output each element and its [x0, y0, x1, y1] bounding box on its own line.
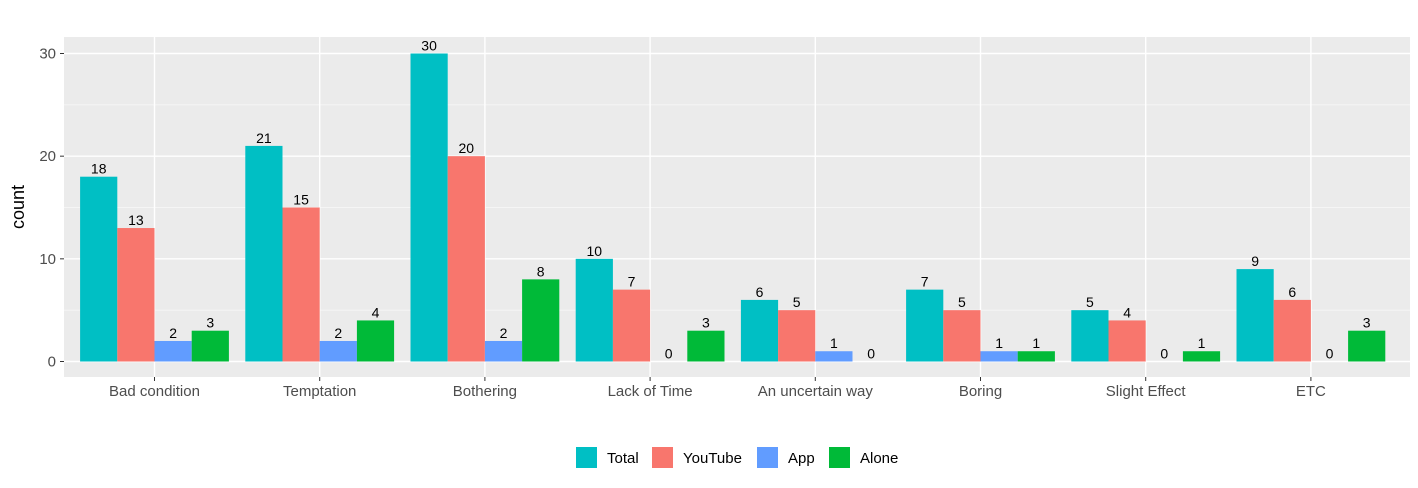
- data-label: 3: [702, 315, 710, 331]
- bar-youtube-1: [117, 228, 155, 362]
- legend-key-total: [576, 447, 597, 468]
- bar-alone-8: [1348, 330, 1386, 362]
- data-label: 0: [867, 346, 875, 362]
- bar-youtube-5: [778, 310, 816, 362]
- legend-label-alone: Alone: [860, 450, 898, 467]
- x-tick-label: Temptation: [283, 383, 356, 400]
- data-label: 4: [1123, 304, 1131, 320]
- bar-alone-1: [191, 330, 229, 362]
- bar-youtube-8: [1273, 299, 1311, 362]
- bar-youtube-3: [447, 156, 485, 362]
- legend: Total YouTube App Alone: [576, 447, 898, 468]
- data-label: 7: [628, 274, 636, 290]
- legend-key-alone: [829, 447, 850, 468]
- x-tick-label: Bad condition: [109, 383, 200, 400]
- bar-total-5: [740, 299, 779, 362]
- x-tick-label: An uncertain way: [758, 383, 874, 400]
- y-tick-label: 30: [39, 46, 56, 63]
- bar-youtube-4: [612, 289, 651, 362]
- bar-app-3: [484, 340, 523, 362]
- data-label: 8: [537, 263, 545, 279]
- data-label: 5: [958, 294, 966, 310]
- data-label: 2: [334, 325, 342, 341]
- x-tick-label: Bothering: [453, 383, 517, 400]
- bar-youtube-2: [282, 207, 320, 362]
- x-tick-label: ETC: [1296, 383, 1326, 400]
- y-axis-title: count: [8, 185, 28, 229]
- data-label: 1: [830, 335, 838, 351]
- bar-total-4: [575, 258, 613, 362]
- data-label: 5: [793, 294, 801, 310]
- data-label: 4: [372, 304, 380, 320]
- data-label: 1: [1032, 335, 1040, 351]
- bar-total-2: [245, 145, 283, 362]
- data-label: 3: [1363, 315, 1371, 331]
- legend-label-total: Total: [607, 450, 639, 467]
- data-label: 30: [421, 38, 437, 54]
- bar-total-7: [1071, 310, 1109, 362]
- x-tick-label: Boring: [959, 383, 1002, 400]
- data-label: 3: [206, 315, 214, 331]
- data-label: 13: [128, 212, 144, 228]
- y-tick-label: 10: [39, 251, 56, 268]
- legend-label-youtube: YouTube: [683, 450, 742, 467]
- data-label: 15: [293, 192, 309, 208]
- bar-youtube-7: [1108, 320, 1146, 362]
- bars: [80, 53, 1386, 362]
- data-label: 2: [500, 325, 508, 341]
- data-label: 1: [995, 335, 1003, 351]
- bar-app-5: [815, 351, 853, 362]
- data-label: 7: [921, 274, 929, 290]
- data-label: 1: [1198, 335, 1206, 351]
- data-label: 2: [169, 325, 177, 341]
- data-label: 6: [756, 284, 764, 300]
- data-label: 0: [1160, 346, 1168, 362]
- bar-alone-6: [1017, 351, 1055, 362]
- bar-alone-7: [1182, 351, 1221, 362]
- data-label: 21: [256, 130, 272, 146]
- x-axis: Bad condition Temptation Bothering Lack of …: [109, 377, 1326, 400]
- bar-alone-3: [522, 279, 560, 362]
- bar-app-1: [154, 340, 192, 362]
- data-label: 0: [665, 346, 673, 362]
- legend-key-app: [757, 447, 778, 468]
- data-label: 10: [587, 243, 603, 259]
- data-label: 6: [1288, 284, 1296, 300]
- bar-total-8: [1236, 269, 1274, 362]
- data-label: 0: [1326, 346, 1334, 362]
- legend-label-app: App: [788, 450, 815, 467]
- x-tick-label: Lack of Time: [608, 383, 693, 400]
- bar-total-3: [410, 53, 448, 362]
- y-axis: 0 10 20 30: [39, 46, 64, 371]
- bar-app-2: [319, 340, 357, 362]
- data-label: 18: [91, 161, 107, 177]
- bar-app-6: [980, 351, 1018, 362]
- bar-alone-4: [687, 330, 725, 362]
- y-tick-label: 0: [48, 354, 56, 371]
- x-tick-label: Slight Effect: [1106, 383, 1187, 400]
- bar-youtube-6: [943, 310, 981, 362]
- bar-alone-2: [356, 320, 395, 362]
- legend-key-youtube: [652, 447, 673, 468]
- bar-total-6: [906, 289, 944, 362]
- data-label: 5: [1086, 294, 1094, 310]
- data-label: 9: [1251, 253, 1259, 269]
- y-tick-label: 20: [39, 148, 56, 165]
- data-label: 20: [459, 140, 475, 156]
- bar-total-1: [80, 176, 118, 362]
